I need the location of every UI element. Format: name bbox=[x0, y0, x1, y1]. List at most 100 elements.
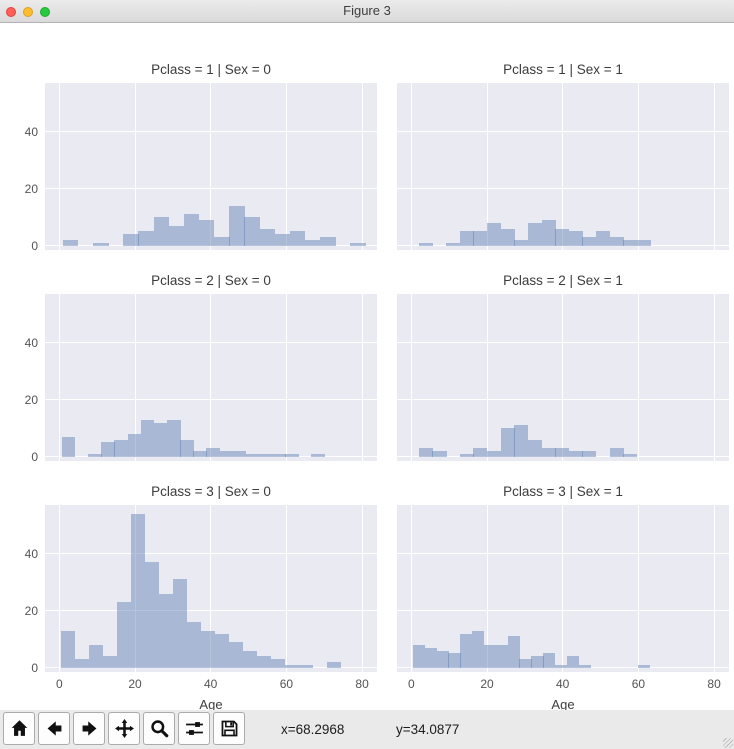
plot-area[interactable] bbox=[45, 83, 377, 250]
maximize-button[interactable] bbox=[40, 7, 50, 17]
x-tick-label: 60 bbox=[631, 677, 646, 691]
histogram-bar bbox=[487, 451, 502, 457]
toolbar-button-forward-arrow[interactable] bbox=[73, 712, 105, 745]
toolbar-button-home[interactable] bbox=[3, 712, 35, 745]
histogram-bar bbox=[242, 650, 258, 668]
plot-area[interactable] bbox=[45, 294, 377, 461]
toolbar-button-back-arrow[interactable] bbox=[38, 712, 70, 745]
histogram-bar bbox=[473, 231, 488, 246]
histogram-bar bbox=[193, 451, 207, 457]
vertical-gridline bbox=[713, 505, 715, 672]
toolbar-button-save[interactable] bbox=[213, 712, 245, 745]
figure-canvas[interactable]: Pclass = 1 | Sex = 0 0 20 40 Pclass = 1 | … bbox=[0, 23, 734, 712]
close-button[interactable] bbox=[6, 7, 16, 17]
histogram-bar bbox=[555, 448, 570, 457]
subplot-title: Pclass = 1 | Sex = 1 bbox=[503, 62, 623, 77]
subplot-title: Pclass = 3 | Sex = 0 bbox=[151, 484, 271, 499]
histogram-bar bbox=[578, 664, 591, 668]
histogram-bar bbox=[436, 650, 449, 668]
x-tick-label: 40 bbox=[556, 677, 570, 691]
histogram-bar bbox=[418, 448, 433, 457]
histogram-bar bbox=[412, 644, 426, 668]
subplot-pclass1-sex1: Pclass = 1 | Sex = 1 bbox=[397, 62, 729, 250]
vertical-gridline bbox=[562, 83, 564, 250]
histogram-bar bbox=[172, 579, 188, 668]
x-tick-label: 40 bbox=[204, 677, 218, 691]
histogram-bar bbox=[101, 442, 115, 457]
histogram-bar bbox=[487, 222, 502, 246]
window-title: Figure 3 bbox=[343, 3, 391, 18]
plot-area[interactable] bbox=[397, 83, 729, 250]
vertical-gridline bbox=[410, 294, 412, 461]
subplot-title: Pclass = 2 | Sex = 0 bbox=[151, 273, 271, 288]
toolbar-button-zoom[interactable] bbox=[143, 712, 175, 745]
histogram-bar bbox=[168, 225, 185, 246]
y-tick-label: 40 bbox=[24, 335, 38, 350]
histogram-bar bbox=[500, 428, 515, 457]
toolbar-button-pan[interactable] bbox=[108, 712, 140, 745]
subplot-title: Pclass = 3 | Sex = 1 bbox=[503, 484, 623, 499]
histogram-bar bbox=[582, 451, 597, 457]
vertical-gridline bbox=[486, 294, 488, 461]
histogram-bar bbox=[114, 439, 129, 457]
y-tick-label: 0 bbox=[31, 238, 38, 253]
vertical-gridline bbox=[562, 294, 564, 461]
subplot-pclass3-sex0: Pclass = 3 | Sex = 0 0 20 40 0 20 40 60 80 Age bbox=[25, 484, 377, 712]
histogram-bar bbox=[596, 231, 611, 246]
plot-area[interactable] bbox=[45, 505, 377, 672]
histogram-bar bbox=[61, 436, 76, 457]
vertical-gridline bbox=[637, 83, 639, 250]
x-tick-label: 0 bbox=[55, 677, 63, 691]
plot-area[interactable] bbox=[397, 294, 729, 461]
histogram-bar bbox=[256, 656, 272, 668]
histogram-bar bbox=[473, 448, 488, 457]
histogram-bar bbox=[555, 228, 570, 246]
histogram-bar bbox=[144, 562, 160, 668]
histogram-bar bbox=[88, 453, 102, 457]
histogram-bar bbox=[568, 451, 583, 457]
x-tick-label: 60 bbox=[279, 677, 294, 691]
titlebar[interactable]: Figure 3 bbox=[0, 0, 734, 23]
histogram-bar bbox=[507, 636, 520, 668]
histogram-bar bbox=[459, 231, 474, 246]
histogram-bar bbox=[244, 217, 260, 246]
vertical-gridline bbox=[58, 294, 60, 461]
histogram-bar bbox=[88, 644, 104, 668]
resize-grip-icon[interactable] bbox=[723, 738, 733, 748]
histogram-bar bbox=[432, 451, 447, 457]
histogram-bar bbox=[418, 242, 433, 246]
subplot-title: Pclass = 2 | Sex = 1 bbox=[503, 273, 623, 288]
minimize-button[interactable] bbox=[23, 7, 33, 17]
histogram-bar bbox=[541, 448, 556, 457]
y-tick-label: 40 bbox=[24, 546, 38, 561]
histogram-bar bbox=[214, 237, 230, 246]
histogram-bar bbox=[214, 633, 230, 668]
plot-area[interactable] bbox=[397, 505, 729, 672]
vertical-gridline bbox=[285, 505, 287, 672]
pan-icon bbox=[114, 719, 134, 738]
histogram-bar bbox=[74, 659, 90, 668]
histogram-bar bbox=[582, 237, 597, 246]
vertical-gridline bbox=[410, 83, 412, 250]
histogram-bar bbox=[183, 214, 200, 246]
y-tick-label: 20 bbox=[24, 392, 38, 407]
vertical-gridline bbox=[361, 294, 363, 461]
histogram-bar bbox=[311, 453, 326, 457]
x-tick-label: 20 bbox=[128, 677, 142, 691]
y-tick-label: 20 bbox=[24, 603, 38, 618]
cursor-y-coordinate: y=34.0877 bbox=[396, 722, 460, 737]
histogram-bar bbox=[232, 451, 247, 457]
x-tick-label: 20 bbox=[480, 677, 494, 691]
histogram-bar bbox=[527, 222, 542, 246]
histogram-bar bbox=[167, 419, 181, 457]
histogram-bar bbox=[609, 237, 624, 246]
histogram-bar bbox=[272, 453, 286, 457]
x-tick-label: 0 bbox=[407, 677, 415, 691]
x-axis-label: Age bbox=[199, 697, 223, 712]
subplot-pclass3-sex1: Pclass = 3 | Sex = 1 0 20 40 60 80 Age bbox=[397, 484, 729, 712]
subplot-pclass2-sex1: Pclass = 2 | Sex = 1 bbox=[397, 273, 729, 461]
histogram-bar bbox=[289, 231, 306, 246]
toolbar-button-configure-subplots[interactable] bbox=[178, 712, 210, 745]
histogram-bar bbox=[554, 664, 568, 668]
